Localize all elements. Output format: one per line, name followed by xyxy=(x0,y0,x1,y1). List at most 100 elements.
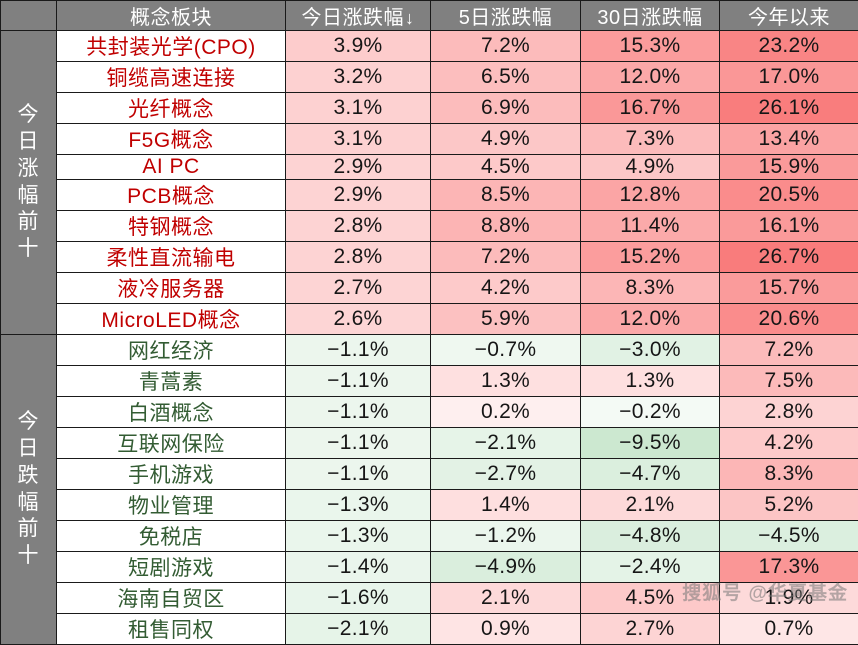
rail-char: 涨 xyxy=(1,156,56,183)
table-row[interactable]: 手机游戏−1.1%−2.7%−4.7%8.3% xyxy=(1,459,858,490)
sort-descending-icon[interactable]: ↓ xyxy=(405,8,415,28)
table-row[interactable]: 白酒概念−1.1%0.2%−0.2%2.8% xyxy=(1,397,858,428)
cell-5day-change: 0.2% xyxy=(431,397,581,428)
cell-today-change: −1.3% xyxy=(286,521,431,552)
rail-char: 日 xyxy=(1,129,56,156)
header-corner-cell xyxy=(1,1,57,31)
column-header-ytd-change-label: 今年以来 xyxy=(748,7,830,29)
sector-name-cell[interactable]: 柔性直流输电 xyxy=(57,242,286,273)
cell-5day-change: −2.1% xyxy=(431,428,581,459)
cell-today-change: 2.9% xyxy=(286,155,431,180)
cell-ytd-change: 17.3% xyxy=(720,552,858,583)
column-header-sector[interactable]: 概念板块 xyxy=(57,1,286,31)
rail-char: 十 xyxy=(1,236,56,263)
column-header-5day-change[interactable]: 5日涨跌幅 xyxy=(431,1,581,31)
cell-ytd-change: 26.7% xyxy=(720,242,858,273)
table-body: 今日涨幅前十共封装光学(CPO)3.9%7.2%15.3%23.2%铜缆高速连接… xyxy=(1,31,858,645)
cell-today-change: 3.1% xyxy=(286,93,431,124)
table-row[interactable]: 今日涨幅前十共封装光学(CPO)3.9%7.2%15.3%23.2% xyxy=(1,31,858,62)
cell-30day-change: 4.9% xyxy=(581,155,720,180)
cell-ytd-change: 26.1% xyxy=(720,93,858,124)
cell-ytd-change: 20.6% xyxy=(720,304,858,335)
sector-name-cell[interactable]: PCB概念 xyxy=(57,180,286,211)
sector-name-cell[interactable]: F5G概念 xyxy=(57,124,286,155)
cell-5day-change: 4.2% xyxy=(431,273,581,304)
table-row[interactable]: 海南自贸区−1.6%2.1%4.5%1.9% xyxy=(1,583,858,614)
cell-5day-change: 8.5% xyxy=(431,180,581,211)
table-row[interactable]: 短剧游戏−1.4%−4.9%−2.4%17.3% xyxy=(1,552,858,583)
cell-5day-change: 1.4% xyxy=(431,490,581,521)
rail-char: 前 xyxy=(1,516,56,543)
cell-ytd-change: 1.9% xyxy=(720,583,858,614)
cell-30day-change: 15.2% xyxy=(581,242,720,273)
sector-name-cell[interactable]: 铜缆高速连接 xyxy=(57,62,286,93)
sector-name-cell[interactable]: 白酒概念 xyxy=(57,397,286,428)
sector-name-cell[interactable]: 海南自贸区 xyxy=(57,583,286,614)
cell-today-change: 3.9% xyxy=(286,31,431,62)
cell-today-change: −1.4% xyxy=(286,552,431,583)
sector-name-cell[interactable]: 租售同权 xyxy=(57,614,286,645)
sector-name-cell[interactable]: 液冷服务器 xyxy=(57,273,286,304)
table-row[interactable]: 免税店−1.3%−1.2%−4.8%−4.5% xyxy=(1,521,858,552)
table-row[interactable]: 青蒿素−1.1%1.3%1.3%7.5% xyxy=(1,366,858,397)
cell-5day-change: 2.1% xyxy=(431,583,581,614)
sector-name-cell[interactable]: 互联网保险 xyxy=(57,428,286,459)
sector-name-cell[interactable]: MicroLED概念 xyxy=(57,304,286,335)
cell-ytd-change: 23.2% xyxy=(720,31,858,62)
table-row[interactable]: 互联网保险−1.1%−2.1%−9.5%4.2% xyxy=(1,428,858,459)
cell-today-change: 2.6% xyxy=(286,304,431,335)
cell-30day-change: 7.3% xyxy=(581,124,720,155)
cell-today-change: −1.6% xyxy=(286,583,431,614)
column-header-today-change-label: 今日涨跌幅 xyxy=(302,7,405,29)
cell-today-change: −1.1% xyxy=(286,397,431,428)
sector-name-cell[interactable]: 免税店 xyxy=(57,521,286,552)
cell-30day-change: 2.1% xyxy=(581,490,720,521)
cell-30day-change: −9.5% xyxy=(581,428,720,459)
cell-today-change: 2.8% xyxy=(286,242,431,273)
cell-5day-change: 7.2% xyxy=(431,31,581,62)
cell-ytd-change: 0.7% xyxy=(720,614,858,645)
cell-30day-change: 4.5% xyxy=(581,583,720,614)
sector-name-cell[interactable]: 手机游戏 xyxy=(57,459,286,490)
table-row[interactable]: 租售同权−2.1%0.9%2.7%0.7% xyxy=(1,614,858,645)
column-header-30day-change[interactable]: 30日涨跌幅 xyxy=(581,1,720,31)
sector-name-cell[interactable]: 青蒿素 xyxy=(57,366,286,397)
column-header-5day-change-label: 5日涨跌幅 xyxy=(459,7,553,29)
cell-5day-change: 1.3% xyxy=(431,366,581,397)
column-header-today-change[interactable]: 今日涨跌幅↓ xyxy=(286,1,431,31)
cell-5day-change: 5.9% xyxy=(431,304,581,335)
sector-name-cell[interactable]: AI PC xyxy=(57,155,286,180)
cell-30day-change: 12.0% xyxy=(581,62,720,93)
sector-name-cell[interactable]: 共封装光学(CPO) xyxy=(57,31,286,62)
column-header-ytd-change[interactable]: 今年以来 xyxy=(720,1,858,31)
cell-ytd-change: 7.5% xyxy=(720,366,858,397)
rail-char: 今 xyxy=(1,409,56,436)
cell-ytd-change: −4.5% xyxy=(720,521,858,552)
sector-name-cell[interactable]: 光纤概念 xyxy=(57,93,286,124)
sector-name-cell[interactable]: 物业管理 xyxy=(57,490,286,521)
cell-today-change: −2.1% xyxy=(286,614,431,645)
rail-char: 幅 xyxy=(1,490,56,517)
sector-name-cell[interactable]: 短剧游戏 xyxy=(57,552,286,583)
table-row[interactable]: 今日跌幅前十网红经济−1.1%−0.7%−3.0%7.2% xyxy=(1,335,858,366)
table-row[interactable]: 物业管理−1.3%1.4%2.1%5.2% xyxy=(1,490,858,521)
sector-name-cell[interactable]: 网红经济 xyxy=(57,335,286,366)
header-row: 概念板块 今日涨跌幅↓ 5日涨跌幅 30日涨跌幅 今年以来 xyxy=(1,1,858,31)
cell-today-change: −1.1% xyxy=(286,459,431,490)
rail-char: 幅 xyxy=(1,183,56,210)
cell-ytd-change: 13.4% xyxy=(720,124,858,155)
cell-ytd-change: 17.0% xyxy=(720,62,858,93)
cell-5day-change: 0.9% xyxy=(431,614,581,645)
cell-today-change: 2.7% xyxy=(286,273,431,304)
sector-name-cell[interactable]: 特钢概念 xyxy=(57,211,286,242)
cell-5day-change: 7.2% xyxy=(431,242,581,273)
